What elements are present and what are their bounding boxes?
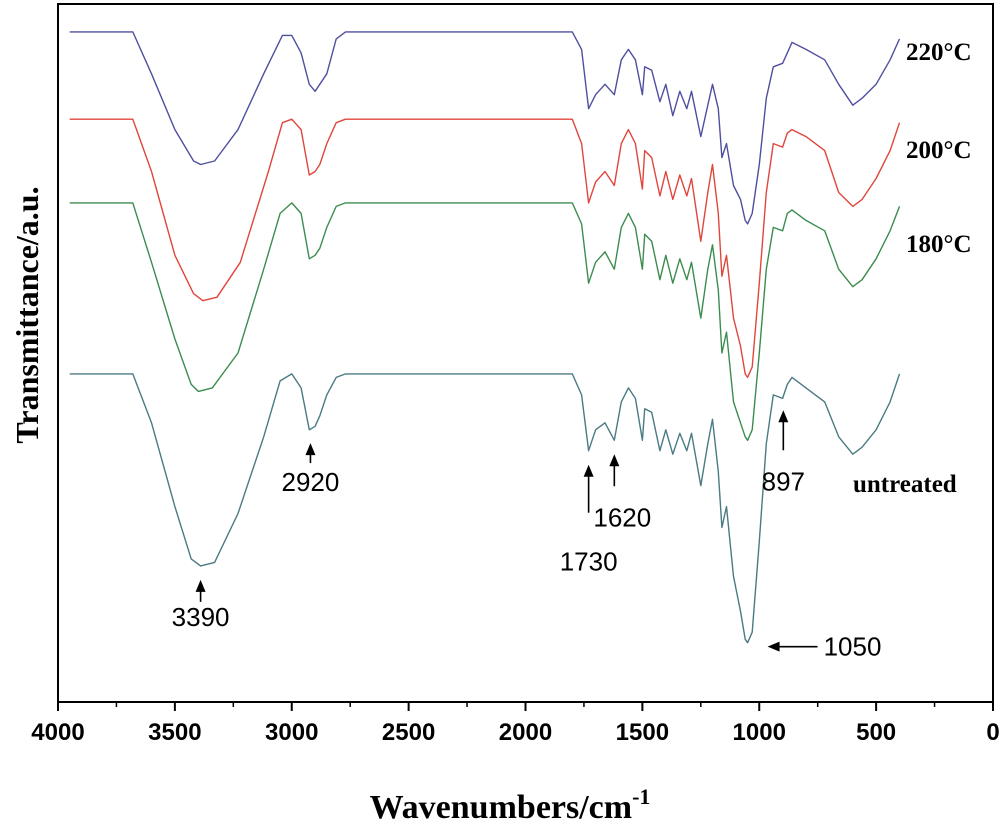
annotation-label: 1050 <box>824 632 882 662</box>
x-tick-label: 2500 <box>382 719 435 746</box>
annotation-arrowhead <box>305 443 316 456</box>
annotation-label: 2920 <box>282 467 340 497</box>
x-tick-label: 500 <box>856 719 896 746</box>
spectrum-line <box>69 118 901 379</box>
x-tick-label: 2000 <box>499 719 552 746</box>
series-label: untreated <box>853 471 957 498</box>
x-tick-label: 1000 <box>733 719 786 746</box>
annotation-arrowhead <box>767 641 780 652</box>
spectrum-line <box>69 202 901 441</box>
x-tick-label: 1500 <box>616 719 669 746</box>
annotation-arrowhead <box>778 410 789 423</box>
spectra-traces <box>69 31 901 644</box>
x-tick-label: 0 <box>986 719 999 746</box>
plot-frame <box>57 3 994 703</box>
series-label: 200°C <box>906 137 972 164</box>
spectrum-line <box>69 373 901 644</box>
annotation-arrowhead <box>609 454 620 467</box>
y-axis-title: Transmittance/a.u. <box>9 186 45 443</box>
plot-border <box>57 3 994 703</box>
annotation-arrowhead <box>583 464 594 477</box>
x-axis-title: Wavenumbers/cm-1 <box>370 784 651 826</box>
spectrum-line <box>69 31 901 225</box>
x-axis-ticks: 4000 3500 3000 2500 2000 1500 1000 500 0 <box>31 702 1000 746</box>
x-tick-label: 3000 <box>265 719 318 746</box>
x-tick-label: 3500 <box>148 719 201 746</box>
annotation-arrowhead <box>195 579 206 592</box>
annotation-label: 3390 <box>172 602 230 632</box>
annotation-label: 1620 <box>593 502 651 532</box>
series-label: 180°C <box>906 231 972 258</box>
peak-annotations: 3390 2920 1730 1620 897 1050 <box>172 410 882 662</box>
annotation-label: 897 <box>762 466 805 496</box>
annotation-label: 1730 <box>560 547 618 577</box>
series-label: 220°C <box>906 39 972 66</box>
x-axis-title-text: Wavenumbers/cm <box>370 789 633 826</box>
series-labels: 220°C 200°C 180°C untreated <box>853 39 972 498</box>
x-tick-label: 4000 <box>31 719 84 746</box>
x-axis-title-sup: -1 <box>632 784 650 809</box>
